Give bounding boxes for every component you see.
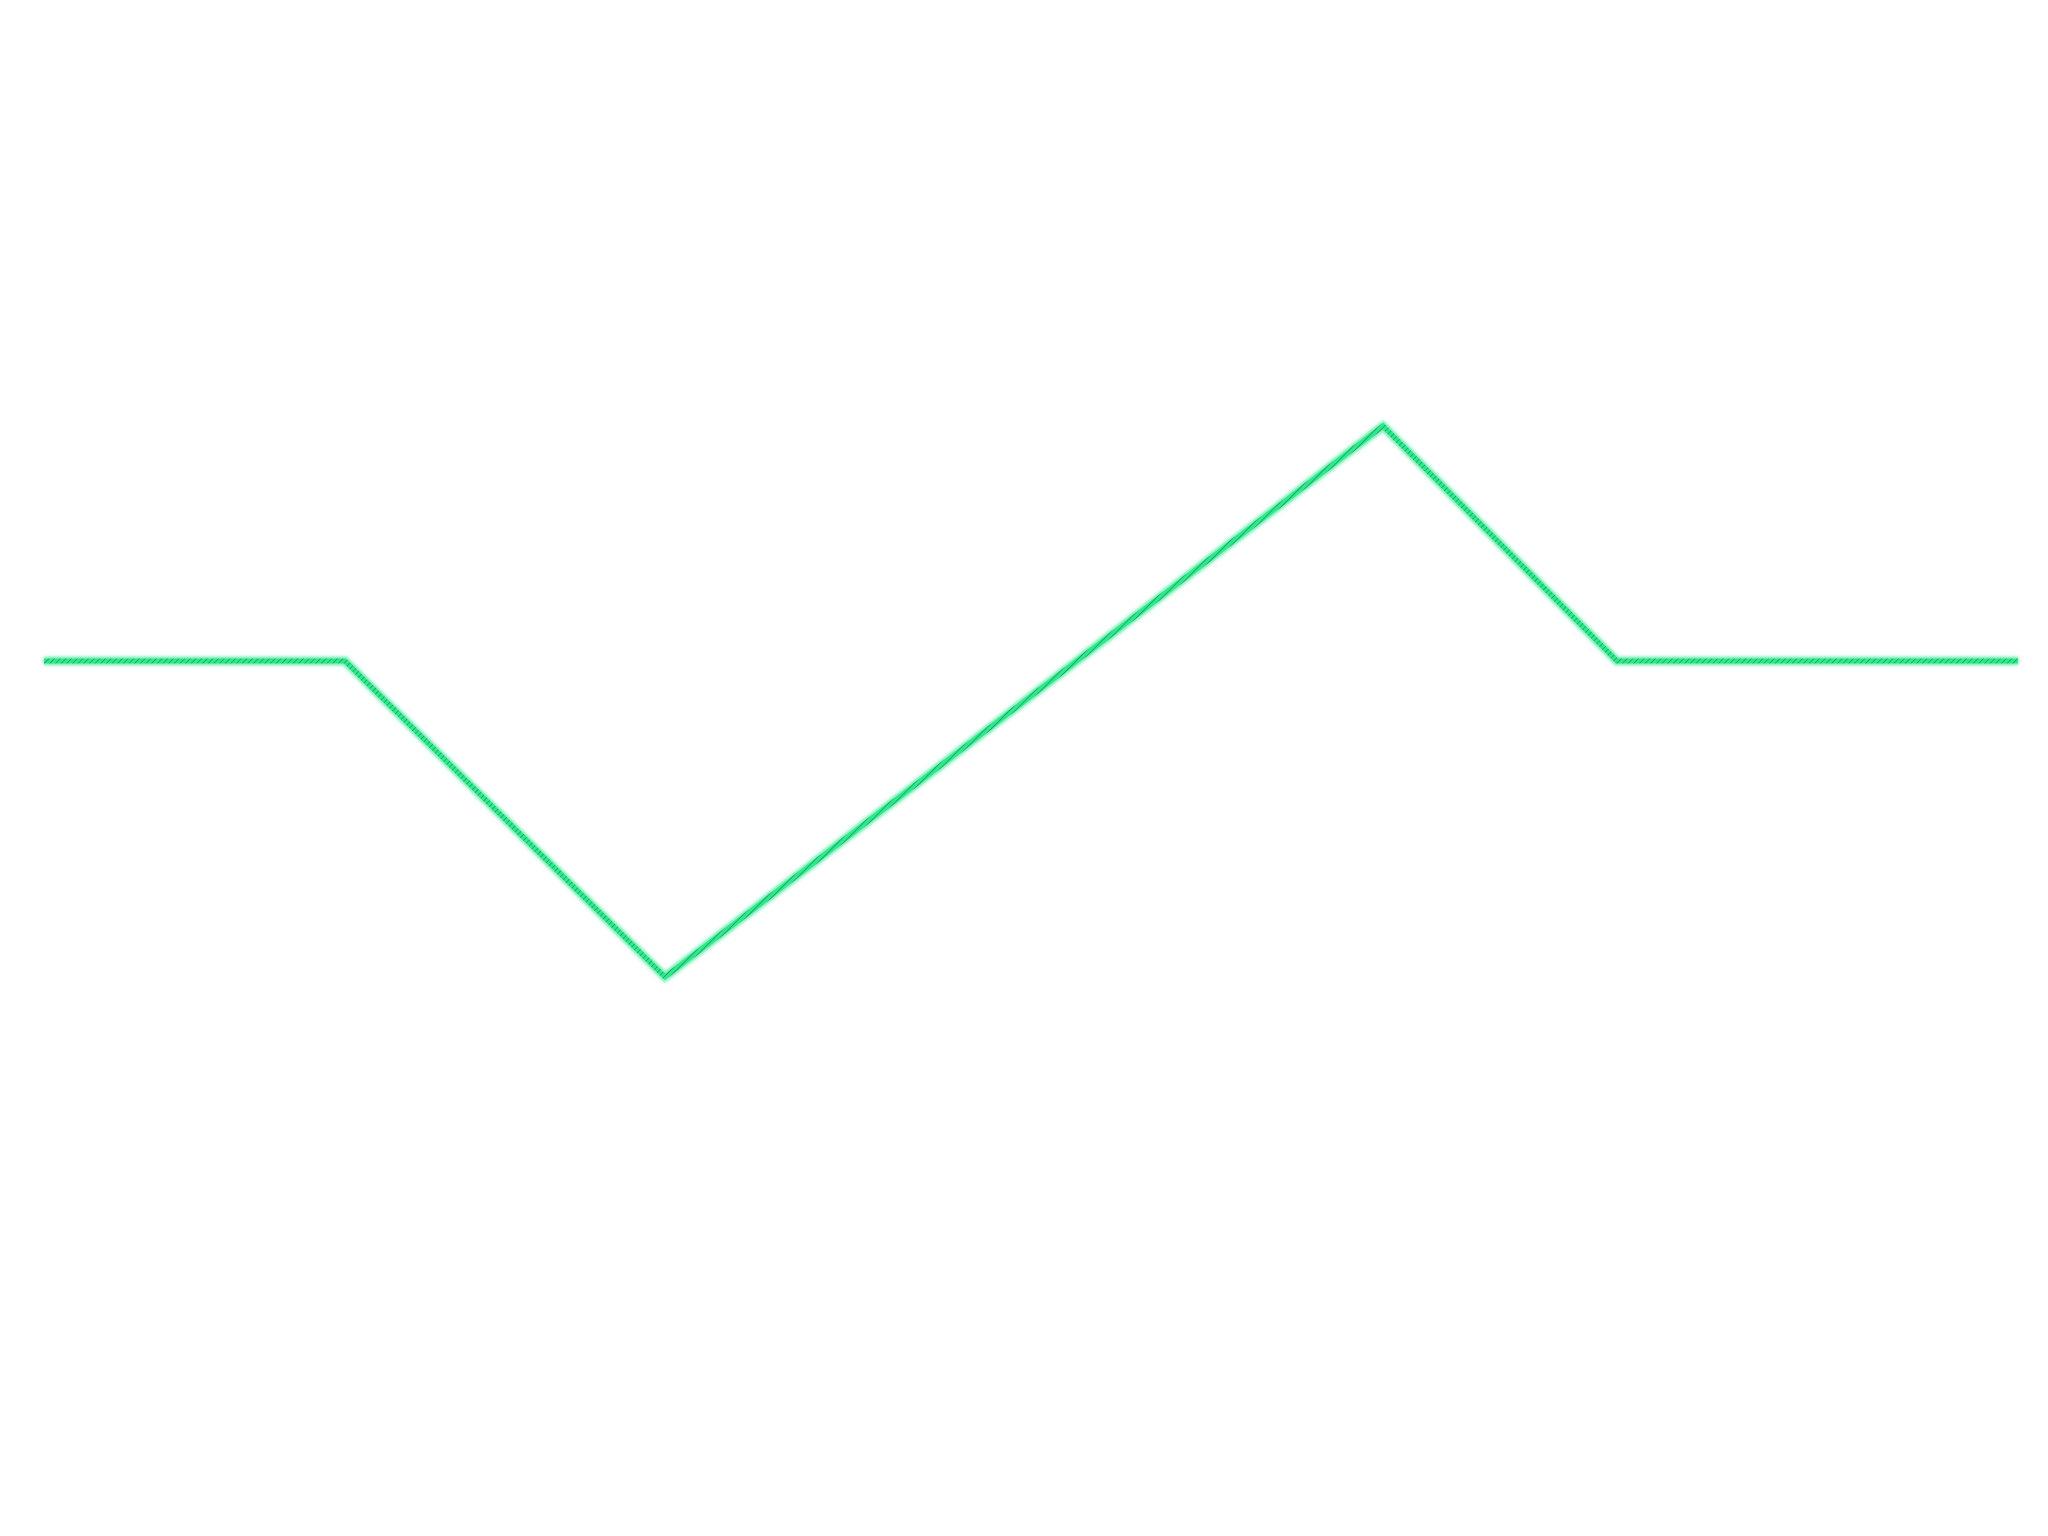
waveform-stroke: [44, 422, 2018, 981]
waveform-glow: [44, 420, 2018, 983]
waveform-line: [44, 420, 2018, 983]
